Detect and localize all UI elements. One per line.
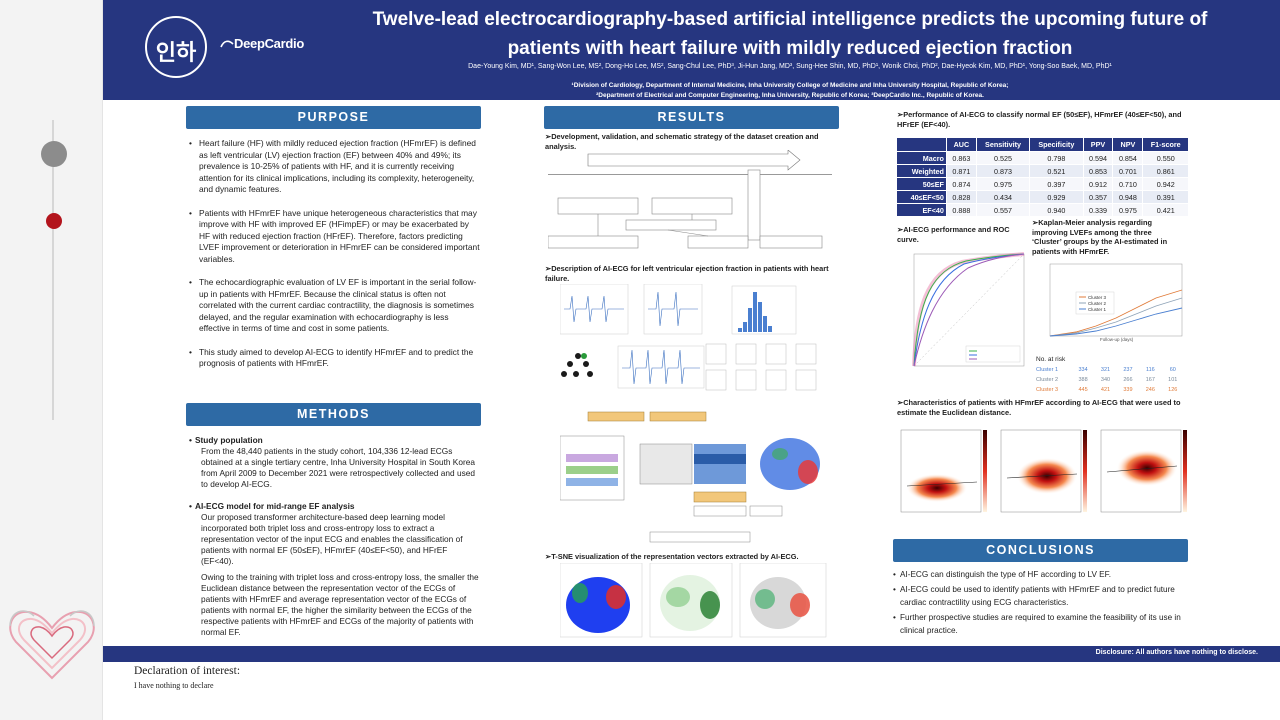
characteristics-heatmaps-figure bbox=[900, 429, 1187, 513]
footer-bar: Disclosure: All authors have nothing to … bbox=[103, 646, 1280, 662]
table-header: Specificity bbox=[1029, 137, 1084, 152]
ai-ecg-description-figure bbox=[560, 284, 820, 543]
methods-heading: METHODS bbox=[186, 403, 481, 426]
hearts-decoration-icon bbox=[9, 610, 95, 680]
km-series-line bbox=[1049, 289, 1183, 337]
methods-body: Study population From the 48,440 patient… bbox=[189, 435, 481, 649]
table-row: 50≤EF 0.874 0.975 0.397 0.912 0.710 0.942 bbox=[896, 177, 1189, 191]
table-row: Cluster 2 388 340 266 167 101 bbox=[1036, 377, 1178, 383]
table-row: Weighted 0.871 0.873 0.521 0.853 0.701 0.861 bbox=[896, 164, 1189, 178]
roc-curve-figure bbox=[912, 252, 1025, 367]
table-header: PPV bbox=[1082, 137, 1114, 152]
km-heading: ➢Kaplan-Meier analysis regarding improvi… bbox=[1032, 218, 1168, 256]
purpose-item: The echocardiographic evaluation of LV E… bbox=[189, 277, 481, 335]
university-logo: 인하 bbox=[145, 16, 207, 78]
table-header: AUC bbox=[945, 137, 977, 152]
table-header: NPV bbox=[1112, 137, 1144, 152]
left-strip bbox=[0, 0, 103, 720]
conclusion-item: Further prospective studies are required… bbox=[893, 611, 1188, 638]
km-series-line bbox=[1049, 307, 1183, 337]
purpose-list: Heart failure (HF) with mildly reduced e… bbox=[189, 138, 481, 382]
km-no-at-risk: No. at risk bbox=[1036, 356, 1066, 363]
poster-title: Twelve-lead electrocardiography-based ar… bbox=[372, 9, 1208, 59]
deepcardio-logo: DeepCardio bbox=[220, 36, 304, 51]
timeline-line bbox=[52, 120, 54, 420]
affiliations: ¹Division of Cardiology, Department of I… bbox=[571, 82, 1009, 99]
disclosure-text: Disclosure: All authors have nothing to … bbox=[1095, 649, 1258, 656]
km-legend-label: Cluster 1 bbox=[1088, 307, 1107, 312]
timeline-dot-gray bbox=[41, 141, 67, 167]
model-heading: AI-ECG model for mid-range EF analysis bbox=[189, 501, 481, 512]
km-risk-table: No. at risk Cluster 1 334 321 237 116 60 Clus… bbox=[1036, 355, 1184, 395]
roc-heading: ➢AI-ECG performance and ROC curve. bbox=[897, 225, 1010, 244]
km-legend-label: Cluster 2 bbox=[1088, 301, 1107, 306]
conclusions-list: AI-ECG can distinguish the type of HF ac… bbox=[893, 568, 1188, 639]
declaration-title: Declaration of interest: bbox=[134, 665, 241, 677]
purpose-heading: PURPOSE bbox=[186, 106, 481, 129]
fig3-heading: ➢T-SNE visualization of the representati… bbox=[545, 552, 799, 561]
purpose-item: Heart failure (HF) with mildly reduced e… bbox=[189, 138, 481, 196]
study-population-heading: Study population bbox=[189, 435, 481, 446]
logo-swoosh-icon bbox=[220, 40, 234, 48]
table-row: 40≤EF<50 0.828 0.434 0.929 0.357 0.948 0.391 bbox=[896, 190, 1189, 204]
author-list: Dae-Young Kim, MD¹, Sang-Won Lee, MS², D… bbox=[468, 63, 1112, 70]
perf-heading: ➢Performance of AI-ECG to classify norma… bbox=[897, 110, 1182, 129]
dataset-flowchart-figure bbox=[548, 150, 832, 249]
table-row: Cluster 1 334 321 237 116 60 bbox=[1036, 367, 1176, 373]
study-population-text: From the 48,440 patients in the study co… bbox=[201, 446, 475, 489]
declaration-body: I have nothing to declare bbox=[134, 681, 214, 690]
purpose-item: This study aimed to develop AI-ECG to id… bbox=[189, 347, 481, 370]
model-text-1: Our proposed transformer architecture-ba… bbox=[201, 512, 463, 566]
table-row: Cluster 3 445 421 339 246 126 bbox=[1036, 387, 1178, 393]
table-header: Sensitivity bbox=[975, 137, 1031, 152]
km-legend-label: Cluster 3 bbox=[1088, 295, 1107, 300]
char-heading: ➢Characteristics of patients with HFmrEF… bbox=[897, 398, 1181, 417]
purpose-item: Patients with HFmrEF have unique heterog… bbox=[189, 208, 481, 266]
fig2-heading: ➢Description of AI-ECG for left ventricu… bbox=[545, 264, 829, 283]
table-header bbox=[896, 137, 947, 152]
conclusions-heading: CONCLUSIONS bbox=[893, 539, 1188, 562]
table-header: F1-score bbox=[1142, 137, 1189, 152]
timeline-dot-red bbox=[46, 213, 62, 229]
conclusion-item: AI-ECG could be used to identify patient… bbox=[893, 583, 1188, 610]
tsne-figure bbox=[560, 563, 827, 638]
table-row: Macro 0.863 0.525 0.798 0.594 0.854 0.550 bbox=[896, 151, 1189, 165]
poster-header: 인하 DeepCardio Twelve-lead electrocardiog… bbox=[103, 0, 1280, 100]
fig1-heading: ➢Development, validation, and schematic … bbox=[545, 132, 819, 151]
model-text-2: Owing to the training with triplet loss … bbox=[201, 572, 479, 637]
table-row: EF<40 0.888 0.557 0.940 0.339 0.975 0.421 bbox=[896, 203, 1189, 217]
results-heading: RESULTS bbox=[544, 106, 839, 129]
performance-table: AUC Sensitivity Specificity PPV NPV F1-s… bbox=[896, 137, 1189, 217]
conclusion-item: AI-ECG can distinguish the type of HF ac… bbox=[893, 568, 1188, 582]
km-series-line bbox=[1049, 297, 1183, 337]
km-xlabel: Follow-up (days) bbox=[1100, 337, 1134, 342]
